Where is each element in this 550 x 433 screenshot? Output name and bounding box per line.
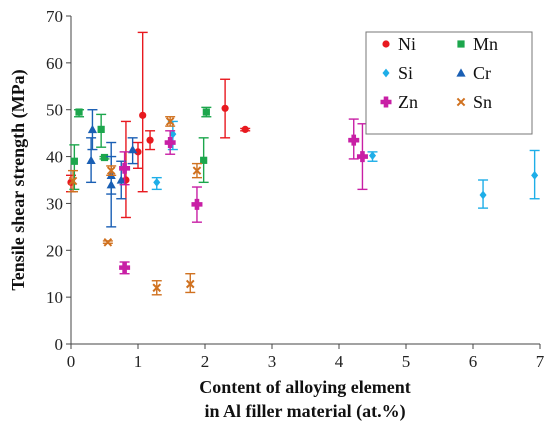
- data-point-mn: [70, 157, 78, 165]
- y-tick-labels: 0 10 20 30 40 50 60 70: [46, 7, 71, 354]
- y-tick-label: 50: [46, 101, 63, 120]
- data-point-sn: [103, 238, 113, 247]
- data-point-sn: [192, 166, 202, 175]
- data-point-mn: [202, 108, 210, 116]
- x-tick-labels: 0 1 2 3 4 5 6 7: [67, 344, 545, 371]
- x-axis-title-line1: Content of alloying element: [199, 377, 410, 397]
- x-tick-label: 4: [335, 352, 344, 371]
- y-axis-title: Tensile shear strength (MPa): [8, 69, 29, 290]
- data-point-ni: [134, 148, 142, 156]
- y-tick-label: 0: [55, 335, 64, 354]
- legend-label-sn: Sn: [473, 92, 492, 112]
- x-tick-label: 1: [134, 352, 143, 371]
- y-tick-label: 10: [46, 288, 63, 307]
- data-point-sn: [152, 283, 162, 293]
- data-point-cr: [86, 155, 96, 164]
- data-point-mn: [100, 153, 109, 162]
- legend-marker-zn: [380, 96, 392, 108]
- data-point-si: [479, 190, 487, 200]
- data-series: [66, 31, 540, 296]
- data-point-zn: [119, 262, 131, 274]
- y-tick-label: 40: [46, 148, 63, 167]
- x-tick-label: 0: [67, 352, 76, 371]
- data-point-mn: [200, 156, 208, 164]
- data-point-ni: [139, 111, 147, 119]
- y-tick-label: 60: [46, 54, 63, 73]
- data-point-si: [531, 170, 539, 180]
- data-point-ni: [221, 104, 229, 112]
- x-tick-label: 6: [469, 352, 478, 371]
- x-tick-label: 5: [402, 352, 411, 371]
- legend-label-ni: Ni: [398, 34, 416, 54]
- legend-label-zn: Zn: [398, 92, 418, 112]
- legend-marker-mn: [457, 40, 465, 48]
- data-point-mn: [75, 108, 83, 116]
- series-mn: [69, 106, 212, 191]
- data-point-sn: [165, 117, 175, 126]
- x-tick-label: 3: [268, 352, 277, 371]
- series-sn: [68, 116, 202, 296]
- y-tick-label: 30: [46, 194, 63, 213]
- data-point-sn: [106, 166, 116, 175]
- data-point-ni: [146, 136, 154, 144]
- data-point-ni: [241, 125, 249, 133]
- y-tick-label: 70: [46, 7, 63, 26]
- data-point-zn: [356, 151, 368, 163]
- data-point-zn: [191, 198, 203, 210]
- x-axis-title-line2: in Al filler material (at.%): [204, 401, 405, 422]
- legend-label-mn: Mn: [473, 34, 498, 54]
- legend-box: [365, 31, 533, 135]
- x-tick-label: 7: [536, 352, 545, 371]
- data-point-sn: [68, 176, 78, 186]
- data-point-si: [153, 177, 161, 187]
- series-zn: [119, 118, 368, 275]
- legend-label-cr: Cr: [473, 63, 491, 83]
- data-point-si: [368, 151, 377, 161]
- data-point-cr: [128, 144, 138, 154]
- data-point-si: [169, 129, 177, 139]
- data-point-zn: [348, 134, 360, 146]
- x-tick-label: 2: [201, 352, 210, 371]
- legend-marker-cr: [456, 68, 466, 77]
- data-point-zn: [119, 162, 131, 174]
- data-point-cr: [87, 124, 98, 134]
- legend-marker-sn: [456, 97, 466, 107]
- data-point-mn: [97, 125, 105, 133]
- data-point-zn: [164, 137, 176, 149]
- legend-marker-ni: [382, 40, 390, 48]
- legend-label-si: Si: [398, 63, 413, 83]
- data-point-cr: [116, 175, 126, 184]
- y-tick-label: 20: [46, 241, 63, 260]
- data-point-sn: [185, 279, 195, 289]
- legend: Ni Mn Si Cr Zn Sn: [365, 31, 533, 135]
- legend-marker-si: [382, 68, 390, 78]
